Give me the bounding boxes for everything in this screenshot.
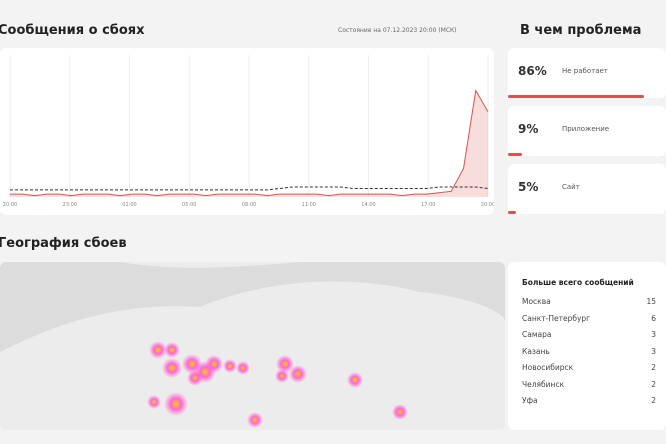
x-tick-label: 20:00 [481, 202, 494, 208]
geo-title: География сбоев [0, 236, 127, 251]
map [0, 262, 505, 430]
x-tick-label: 02:00 [122, 202, 136, 208]
chart-title: Сообщения о сбоях [0, 23, 145, 38]
line [10, 89, 489, 197]
city-name: Москва [522, 297, 551, 306]
city-count: 3 [651, 346, 656, 356]
problem-card: 9% Приложение [508, 106, 666, 156]
land [0, 281, 505, 430]
x-tick-label: 05:00 [182, 202, 196, 208]
problem-card: 86% Не работает [508, 48, 666, 98]
problem-name: Не работает [562, 67, 608, 75]
city-row: Новосибирск 2 [522, 363, 656, 372]
problem-name: Сайт [562, 183, 580, 191]
x-tick-label: 20:00 [3, 202, 17, 208]
city-row: Санкт-Петербург 6 [522, 314, 656, 323]
land [120, 262, 300, 268]
city-count: 2 [651, 396, 656, 405]
problem-card: 5% Сайт [508, 164, 666, 214]
city-row: Уфа 2 [522, 396, 656, 405]
problems-title: В чем проблема [520, 23, 642, 38]
problem-percent: 86% [518, 64, 547, 78]
problem-bar [508, 95, 644, 98]
city-name: Новосибирск [522, 363, 574, 372]
city-count: 6 [651, 313, 656, 323]
city-name: Челябинск [522, 379, 565, 389]
city-row: Самара 3 [522, 330, 656, 339]
cities-title: Больше всего сообщений [522, 278, 634, 287]
map-svg [0, 262, 505, 430]
city-name: Самара [522, 330, 552, 339]
heat-spots [147, 341, 408, 428]
cities-card: Больше всего сообщений Москва 15 Санкт-Пет… [508, 262, 666, 430]
x-tick-label: 14:00 [361, 202, 375, 208]
problem-bar [508, 153, 523, 156]
city-name: Уфа [522, 396, 538, 405]
city-count: 3 [651, 330, 656, 339]
x-tick-label: 23:00 [63, 202, 77, 208]
problem-percent: 9% [518, 122, 539, 136]
problem-name: Приложение [562, 125, 610, 133]
city-count: 15 [646, 297, 656, 306]
x-tick-label: 08:00 [242, 202, 256, 208]
x-tick-label: 17:00 [421, 202, 435, 208]
problem-percent: 5% [518, 180, 539, 194]
status: Состояние на 07.12.2023 20:00 (МСК) [338, 27, 457, 34]
problem-bar [508, 211, 516, 214]
chart: 20:00 23:00 02:00 05:00 08:00 11:00 14:00 17:00… [3, 55, 495, 208]
city-name: Казань [522, 346, 550, 356]
chart-card: 20:00 23:00 02:00 05:00 08:00 11:00 14:00 17:00… [0, 48, 495, 215]
city-row: Челябинск 2 [522, 380, 656, 389]
city-count: 2 [651, 379, 656, 389]
city-count: 2 [651, 363, 656, 372]
x-tick-label: 11:00 [302, 202, 316, 208]
city-row: Москва 15 [522, 297, 656, 306]
city-row: Казань 3 [522, 347, 656, 356]
city-name: Санкт-Петербург [522, 313, 591, 323]
